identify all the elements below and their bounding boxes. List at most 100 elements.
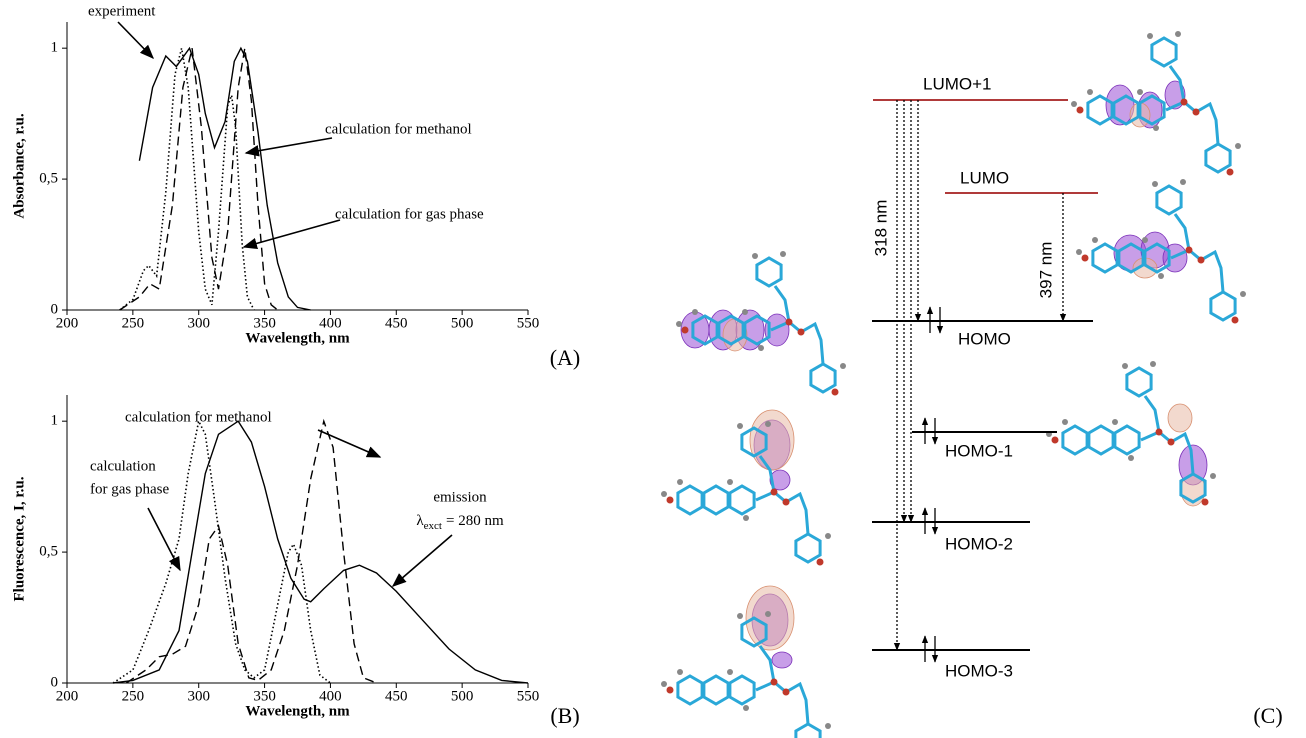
atom: [727, 669, 733, 675]
orbital-lobe: [750, 410, 794, 470]
chain: [756, 492, 808, 534]
x-tick-label: 350: [253, 315, 276, 331]
atom: [1082, 255, 1089, 262]
atom: [825, 533, 831, 539]
atom: [727, 479, 733, 485]
atom: [737, 423, 743, 429]
x-tick-label: 350: [253, 688, 276, 704]
atom: [1122, 363, 1128, 369]
annotation-arrow: [318, 430, 380, 457]
level-label: HOMO-1: [945, 441, 1013, 460]
atom: [1076, 249, 1082, 255]
ring: [1127, 368, 1151, 396]
atom: [1235, 143, 1241, 149]
atom: [1071, 101, 1077, 107]
x-tick-label: 200: [56, 315, 79, 331]
atom: [1152, 181, 1158, 187]
annotation-arrow: [148, 508, 180, 570]
atom: [661, 491, 667, 497]
atom: [817, 559, 824, 566]
ring: [1152, 38, 1176, 66]
ring: [704, 486, 728, 514]
y-tick-label: 0,5: [39, 171, 58, 187]
atom: [1198, 257, 1205, 264]
atom: [742, 309, 748, 315]
series-line: [120, 48, 278, 310]
panel-label: (C): [1253, 703, 1282, 728]
atom: [692, 309, 698, 315]
x-tick-label: 300: [187, 688, 210, 704]
atom: [1087, 89, 1093, 95]
atom: [1062, 419, 1068, 425]
ring: [1089, 426, 1113, 454]
x-tick-label: 400: [319, 315, 342, 331]
x-tick-label: 250: [122, 315, 145, 331]
excitation-text: = 280 nm: [446, 513, 504, 529]
atom: [783, 499, 790, 506]
ring: [704, 676, 728, 704]
excitation-label: λexct= 280 nm: [416, 513, 504, 531]
x-tick-label: 550: [517, 688, 540, 704]
annotation: calculation for methanol: [125, 409, 272, 425]
ring: [796, 534, 820, 562]
y-tick-label: 1: [51, 40, 59, 56]
atom: [1112, 419, 1118, 425]
atom: [1128, 455, 1134, 461]
atom: [1077, 107, 1084, 114]
atom: [1153, 125, 1159, 131]
ring: [1206, 144, 1230, 172]
atom: [667, 687, 674, 694]
ring: [678, 676, 702, 704]
level-label: HOMO: [958, 329, 1011, 348]
figure: 00,51200250300350400450500550Wavelength,…: [0, 0, 1306, 738]
atom: [771, 679, 778, 686]
y-tick-label: 1: [51, 413, 59, 429]
y-axis-label: Absorbance, r.u.: [11, 113, 27, 219]
annotation: emission: [433, 489, 487, 505]
atom: [1240, 291, 1246, 297]
atom: [771, 489, 778, 496]
x-tick-label: 200: [56, 688, 79, 704]
molecule: [1071, 31, 1241, 176]
annotation: experiment: [88, 3, 156, 19]
ring: [1093, 244, 1117, 272]
atom: [1180, 179, 1186, 185]
atom: [667, 497, 674, 504]
orbital-lobe: [1168, 404, 1192, 432]
x-tick-label: 400: [319, 688, 342, 704]
x-tick-label: 450: [385, 688, 408, 704]
atom: [758, 345, 764, 351]
atom: [1052, 437, 1059, 444]
atom: [1158, 273, 1164, 279]
ring: [1211, 292, 1235, 320]
x-tick-label: 500: [451, 688, 474, 704]
x-tick-label: 450: [385, 315, 408, 331]
atom: [1210, 473, 1216, 479]
x-tick-label: 250: [122, 688, 145, 704]
ring: [757, 258, 781, 286]
molecule: [1046, 361, 1216, 506]
orbital-lobe: [772, 652, 792, 668]
atom: [1150, 361, 1156, 367]
atom: [1156, 429, 1163, 436]
panel-label: (A): [550, 345, 581, 370]
atom: [765, 421, 771, 427]
molecule: [676, 251, 846, 396]
ring: [730, 676, 754, 704]
side-chain: [1145, 396, 1159, 432]
chain: [756, 682, 808, 724]
level-label: LUMO+1: [923, 74, 992, 93]
atom: [743, 705, 749, 711]
atom: [786, 319, 793, 326]
series-line: [139, 48, 310, 310]
atom: [783, 689, 790, 696]
annotation-arrow: [244, 220, 340, 247]
ring: [811, 364, 835, 392]
panel-label: (B): [550, 703, 579, 728]
y-tick-label: 0,5: [39, 544, 58, 560]
side-chain: [760, 646, 774, 682]
ring: [1157, 186, 1181, 214]
atom: [765, 611, 771, 617]
level-label: HOMO-3: [945, 661, 1013, 680]
transition-label: 318 nm: [871, 200, 890, 257]
